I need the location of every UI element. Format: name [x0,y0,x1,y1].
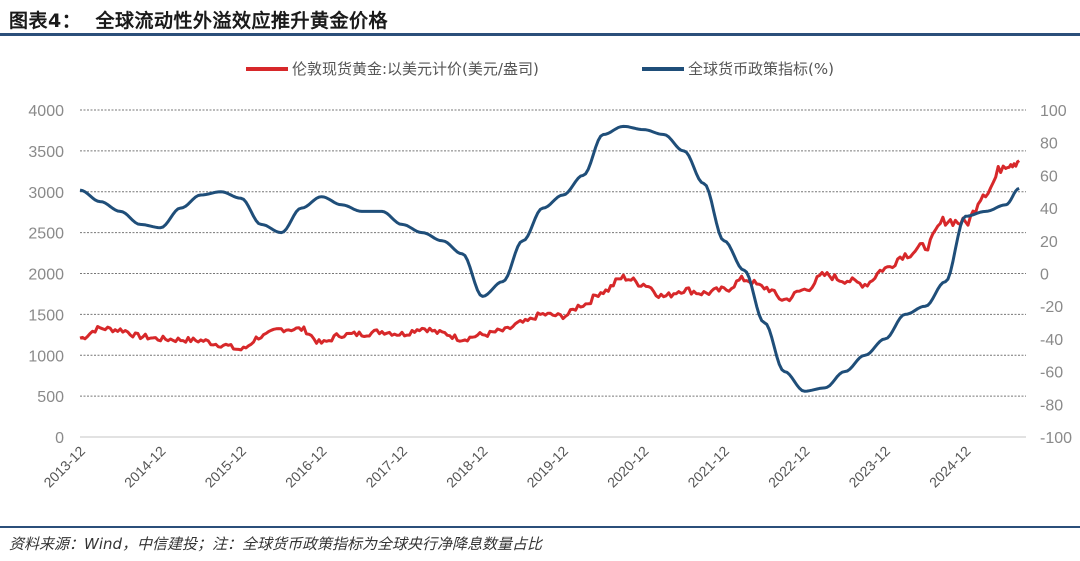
y-right-tick-label: 0 [1040,267,1049,284]
footer-divider [0,526,1080,528]
y-right-tick-label: -20 [1040,299,1063,316]
y-axis-left: 0 500 1000 1500 2000 2500 3000 3500 4000 [28,103,64,447]
y-axis-right: -100 -80 -60 -40 -20 0 20 40 60 80 100 [1040,103,1072,447]
x-tick-label: 2016-12 [282,443,330,491]
legend-swatch-policy [642,66,684,71]
legend-item-policy: 全球货币政策指标(%) [642,58,834,79]
x-tick-label: 2023-12 [845,443,893,491]
y-left-tick-label: 3000 [28,185,64,202]
chart-legend: 伦敦现货黄金:以美元计价(美元/盎司) 全球货币政策指标(%) [0,58,1080,80]
y-right-tick-label: -80 [1040,397,1063,414]
y-left-tick-label: 1000 [28,348,64,365]
y-right-tick-label: -40 [1040,332,1063,349]
y-right-tick-label: 80 [1040,136,1058,153]
y-left-tick-label: 2500 [28,226,64,243]
x-tick-label: 2015-12 [201,443,249,491]
legend-label-gold: 伦敦现货黄金:以美元计价(美元/盎司) [292,60,539,78]
x-tick-label: 2013-12 [40,443,88,491]
gridlines [80,109,1026,438]
policy-indicator-line [79,124,1020,393]
y-left-tick-label: 0 [55,430,64,447]
x-axis: 2013-12 2014-12 2015-12 2016-12 2017-12 2018-… [40,443,973,491]
y-right-tick-label: 40 [1040,201,1058,218]
x-tick-label: 2021-12 [684,443,732,491]
y-right-tick-label: 20 [1040,234,1058,251]
y-left-tick-label: 3500 [28,144,64,161]
legend-swatch-gold [246,66,288,71]
y-left-tick-label: 4000 [28,103,64,120]
y-right-tick-label: -100 [1040,430,1072,447]
y-left-tick-label: 500 [37,389,64,406]
y-right-tick-label: 100 [1040,103,1067,120]
chart-title: 图表4： 全球流动性外溢效应推升黄金价格 [9,10,388,32]
x-tick-label: 2017-12 [362,443,410,491]
y-right-tick-label: -60 [1040,365,1063,382]
legend-item-gold: 伦敦现货黄金:以美元计价(美元/盎司) [246,58,539,79]
x-tick-label: 2020-12 [604,443,652,491]
y-left-tick-label: 1500 [28,307,64,324]
x-tick-label: 2018-12 [443,443,491,491]
y-right-tick-label: 60 [1040,168,1058,185]
x-tick-label: 2014-12 [121,443,169,491]
title-bar: 图表4： 全球流动性外溢效应推升黄金价格 [0,0,1080,36]
legend-label-policy: 全球货币政策指标(%) [688,60,834,78]
source-note: 资料来源：Wind，中信建投；注：全球货币政策指标为全球央行净降息数量占比 [9,535,543,553]
gold-price-line [79,159,1021,352]
title-divider [0,33,1080,36]
x-tick-label: 2022-12 [765,443,813,491]
x-tick-label: 2019-12 [523,443,571,491]
y-left-tick-label: 2000 [28,267,64,284]
x-tick-label: 2024-12 [926,443,974,491]
